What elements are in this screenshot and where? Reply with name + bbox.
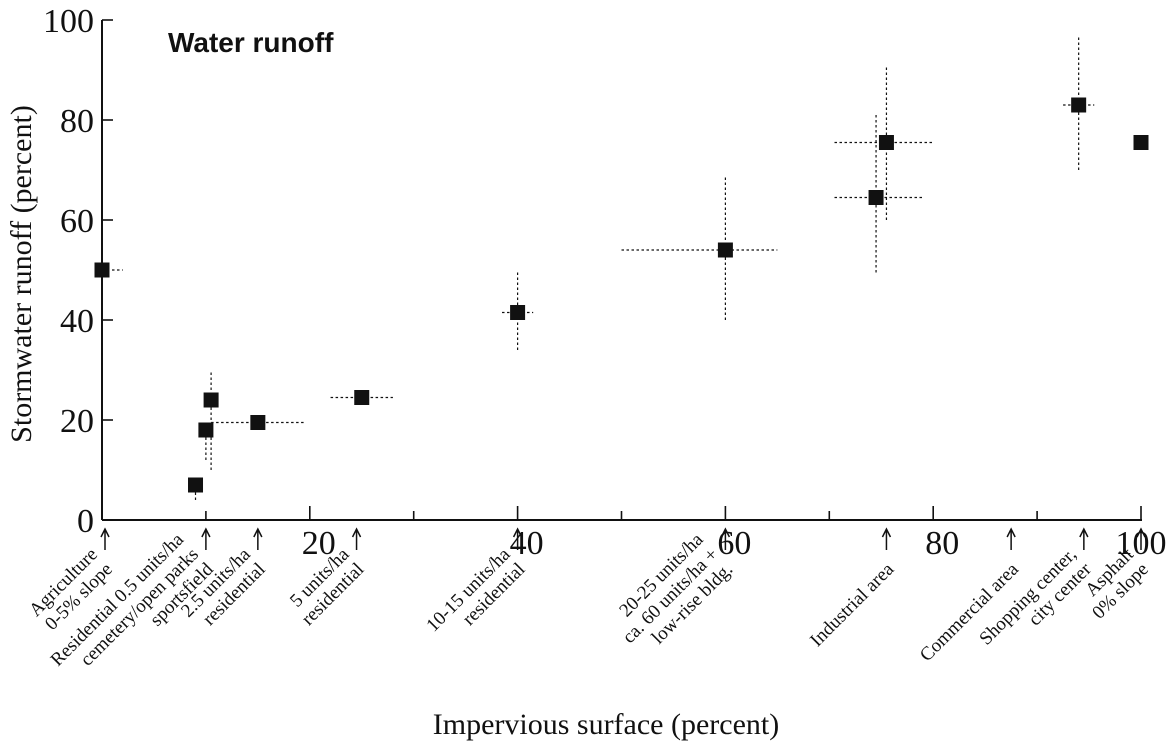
data-point-marker [717,242,733,258]
x-axis-title: Impervious surface (percent) [433,708,780,741]
category-label: 10-15 units/haresidential [422,544,529,651]
data-point-marker [198,422,214,438]
data-markers [94,97,1149,493]
y-tick-label: 80 [60,103,94,140]
data-point-marker [1071,97,1087,113]
data-point-marker [868,190,884,205]
category-label: 5 units/haresidential [283,544,369,630]
category-label: Shopping center,city center [975,544,1096,665]
up-arrow-icon [201,527,211,550]
up-arrow-icon [720,527,731,550]
x-tick-label: 60 [717,525,751,562]
x-tick-label: 40 [510,525,544,562]
up-arrow-icon [253,527,263,550]
y-axis-title: Stormwater runoff (percent) [5,105,38,443]
chart-title: Water runoff [168,27,334,58]
x-tick-label: 80 [925,525,959,562]
y-tick-label: 0 [77,503,94,540]
category-6: Industrial area [806,527,899,651]
y-tick-label: 100 [43,3,94,40]
up-arrow-icon [512,527,523,550]
data-point-marker [510,305,526,320]
data-point-marker [878,135,894,150]
y-tick-label: 20 [60,403,94,440]
data-point-marker [354,390,370,405]
x-tick-label: 20 [302,525,336,562]
data-point-marker [250,415,266,430]
up-arrow-icon [881,527,892,550]
data-point-marker [1133,135,1149,150]
y-tick-label: 60 [60,203,94,240]
category-label: Industrial area [806,559,898,651]
up-arrow-icon [351,527,362,550]
data-point-marker [188,477,204,493]
y-tick-label: 40 [60,303,94,340]
category-label-line: Industrial area [806,559,898,651]
up-arrow-icon [1136,527,1146,550]
data-point-marker [94,262,110,278]
up-arrow-icon [1079,527,1089,550]
data-point-marker [203,392,219,408]
up-arrow-icon [100,527,110,550]
error-bars [101,37,1095,500]
up-arrow-icon [1006,527,1016,550]
